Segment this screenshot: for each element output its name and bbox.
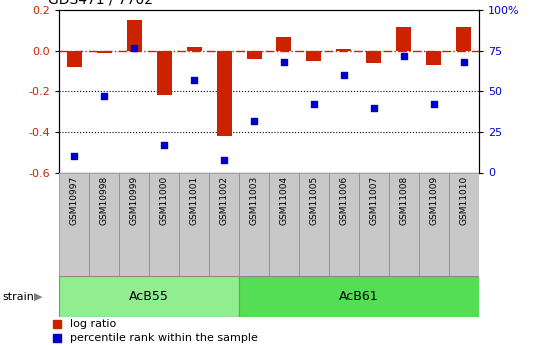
- Bar: [157, 51, 172, 96]
- Bar: [89, 172, 119, 276]
- Text: GSM10997: GSM10997: [69, 176, 79, 225]
- Bar: [239, 276, 479, 317]
- Point: [70, 154, 79, 159]
- Bar: [307, 51, 321, 61]
- Text: GSM11000: GSM11000: [160, 176, 168, 225]
- Bar: [179, 172, 209, 276]
- Text: GSM11009: GSM11009: [429, 176, 438, 225]
- Bar: [187, 47, 202, 51]
- Bar: [397, 27, 412, 51]
- Bar: [239, 172, 269, 276]
- Bar: [59, 172, 89, 276]
- Bar: [126, 20, 141, 51]
- Text: GSM11010: GSM11010: [459, 176, 469, 225]
- Point: [459, 59, 468, 65]
- Bar: [53, 334, 61, 342]
- Text: GSM10998: GSM10998: [100, 176, 109, 225]
- Bar: [216, 51, 231, 136]
- Bar: [336, 49, 351, 51]
- Bar: [419, 172, 449, 276]
- Point: [250, 118, 258, 124]
- Bar: [269, 172, 299, 276]
- Bar: [209, 172, 239, 276]
- Bar: [329, 172, 359, 276]
- Point: [400, 53, 408, 59]
- Bar: [67, 51, 82, 67]
- Text: strain: strain: [3, 292, 34, 302]
- Bar: [97, 51, 111, 53]
- Bar: [456, 27, 471, 51]
- Point: [370, 105, 378, 110]
- Point: [130, 45, 138, 50]
- Text: GDS471 / 7702: GDS471 / 7702: [48, 0, 153, 7]
- Bar: [359, 172, 389, 276]
- Point: [160, 142, 168, 148]
- Bar: [246, 51, 261, 59]
- Bar: [53, 320, 61, 328]
- Point: [339, 72, 348, 78]
- Text: GSM11003: GSM11003: [250, 176, 259, 225]
- Text: GSM11007: GSM11007: [370, 176, 378, 225]
- Bar: [149, 172, 179, 276]
- Text: AcB55: AcB55: [129, 290, 169, 303]
- Point: [310, 102, 318, 107]
- Point: [220, 157, 228, 162]
- Text: GSM11001: GSM11001: [189, 176, 199, 225]
- Point: [190, 77, 199, 83]
- Bar: [277, 37, 292, 51]
- Text: percentile rank within the sample: percentile rank within the sample: [69, 333, 258, 343]
- Bar: [449, 172, 479, 276]
- Text: ▶: ▶: [34, 292, 43, 302]
- Bar: [426, 51, 441, 65]
- Text: GSM10999: GSM10999: [130, 176, 139, 225]
- Text: GSM11004: GSM11004: [279, 176, 288, 225]
- Bar: [366, 51, 381, 63]
- Text: log ratio: log ratio: [69, 319, 116, 329]
- Bar: [299, 172, 329, 276]
- Bar: [389, 172, 419, 276]
- Text: GSM11008: GSM11008: [399, 176, 408, 225]
- Point: [100, 93, 109, 99]
- Text: GSM11002: GSM11002: [220, 176, 229, 225]
- Point: [429, 102, 438, 107]
- Text: GSM11006: GSM11006: [339, 176, 349, 225]
- Text: GSM11005: GSM11005: [309, 176, 318, 225]
- Bar: [119, 172, 149, 276]
- Point: [280, 59, 288, 65]
- Text: AcB61: AcB61: [339, 290, 379, 303]
- Bar: [59, 276, 239, 317]
